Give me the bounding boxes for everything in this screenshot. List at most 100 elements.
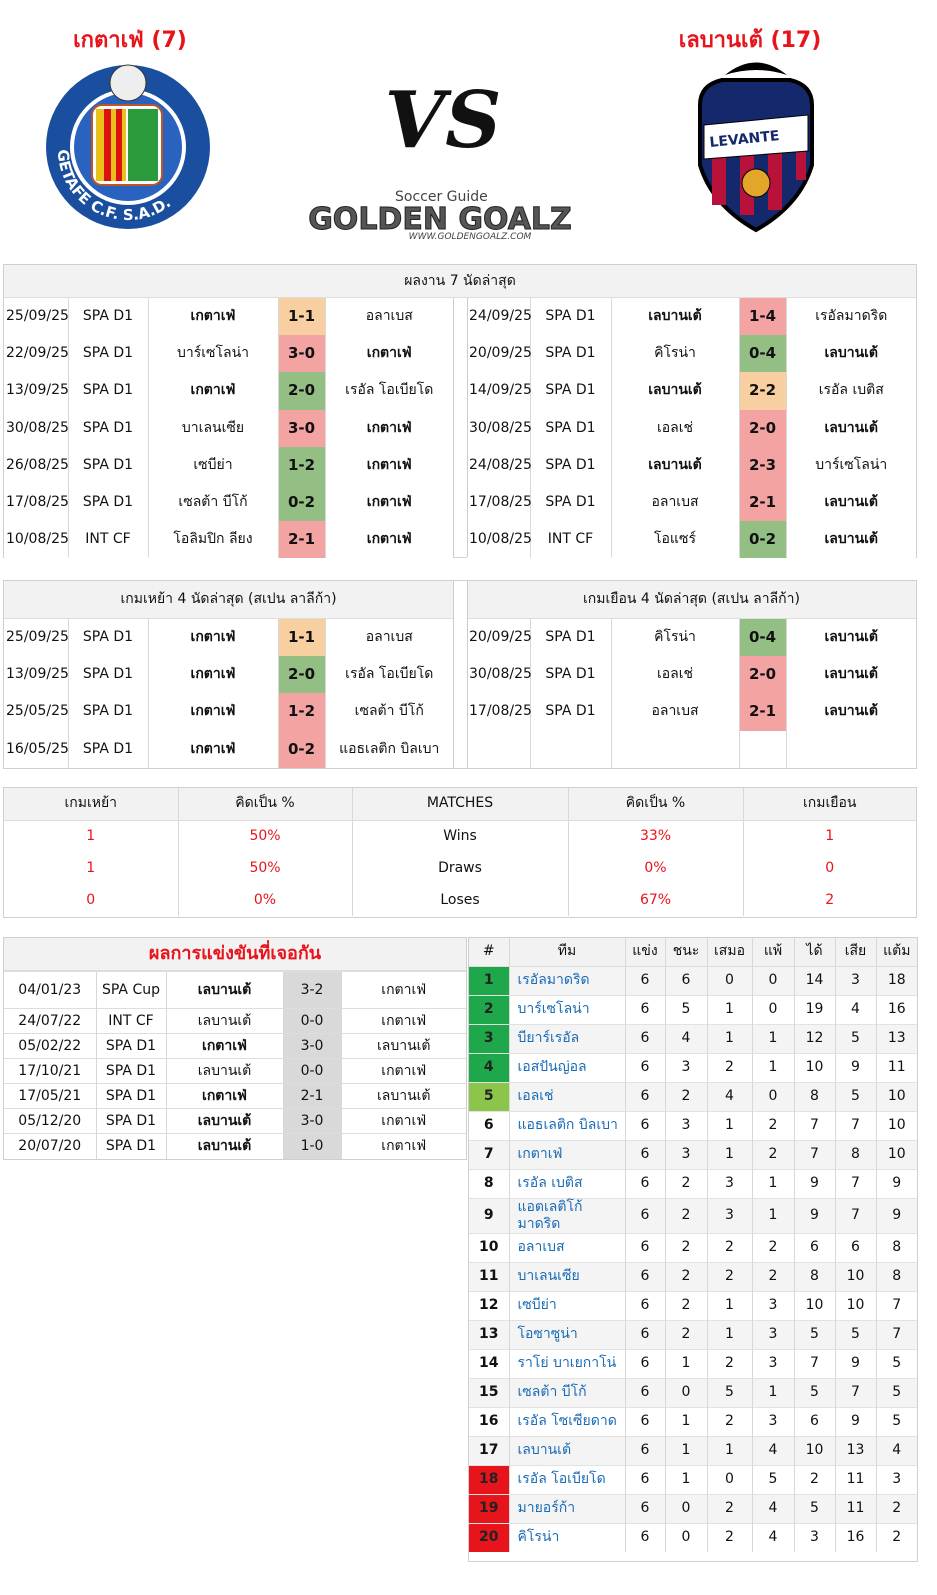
league: SPA D1 — [96, 1108, 167, 1134]
rank: 19 — [469, 1494, 510, 1523]
stat: 6 — [625, 1053, 666, 1082]
rank: 5 — [469, 1082, 510, 1111]
stat: 3 — [752, 1320, 795, 1349]
match-row: 24/08/25 SPA D1 เลบานเต้ 2-3 บาร์เซโลน่า — [467, 446, 916, 484]
score: 2-1 — [283, 1083, 342, 1109]
stat: 13 — [887, 1030, 906, 1046]
standings-row: 6 แอธเลติก บิลเบา 6 3 1 2 7 7 10 — [469, 1111, 917, 1140]
match-table: 24/09/25 SPA D1 เลบานเต้ 1-4 เรอัลมาดริด 20/0… — [467, 298, 916, 559]
league: SPA D1 — [530, 372, 612, 410]
match-row: 17/08/25 SPA D1 เซลต้า บีโก้ 0-2 เกตาเฟ่ — [4, 483, 453, 522]
standings-row: 18 เรอัล โอเบียโด 6 1 0 5 2 11 3 — [469, 1465, 917, 1494]
league: SPA D1 — [96, 1058, 167, 1084]
date: 30/08/25 — [4, 409, 69, 447]
stat: 8 — [892, 1268, 902, 1284]
home-team: เลบานเต้ — [166, 1058, 284, 1084]
recent-title: ผลงาน 7 นัดล่าสุด — [4, 265, 916, 298]
h2h-section: ผลการแข่งขันที่เจอกัน 04/01/23 SPA Cup เลบา… — [3, 937, 467, 1160]
league: SPA D1 — [530, 335, 612, 373]
date: 26/08/25 — [4, 446, 69, 484]
home-team: เกตาเฟ่ — [148, 730, 279, 768]
stat: 6 — [625, 1169, 666, 1198]
stat: 14 — [794, 966, 836, 995]
date: 17/10/21 — [4, 1058, 97, 1084]
stat: 6 — [625, 1378, 666, 1407]
stat: 5 — [794, 1378, 836, 1407]
league: SPA D1 — [96, 1033, 167, 1059]
team-name: บียาร์เรอัล — [509, 1024, 626, 1053]
stat: 1 — [707, 995, 753, 1024]
date: 17/08/25 — [467, 693, 532, 731]
team-name: บาร์เซโลน่า — [509, 995, 626, 1024]
venue-away-title: เกมเยือน 4 นัดล่าสุด (สเปน ลาลีก้า) — [467, 581, 916, 619]
stat: 1 — [707, 1140, 753, 1169]
rank: 14 — [469, 1349, 510, 1378]
stat: 18 — [887, 972, 906, 988]
stat: 6 — [625, 995, 666, 1024]
stat: 10 — [887, 1088, 906, 1104]
match-row: 24/09/25 SPA D1 เลบานเต้ 1-4 เรอัลมาดริด — [467, 298, 916, 336]
date: 05/12/20 — [4, 1108, 97, 1134]
league: SPA D1 — [530, 693, 612, 731]
tbody: # ทีม แข่ง ชนะ เสมอ แพ้ ได้ เสีย แต้ม 1 เรอัลมาดริ… — [469, 938, 917, 1552]
stat: 10 — [835, 1291, 877, 1320]
league: SPA D1 — [68, 372, 149, 410]
score: 0-4 — [739, 619, 787, 657]
stat: 2 — [707, 1523, 753, 1552]
rank: 15 — [469, 1378, 510, 1407]
home-team: อลาเบส — [611, 693, 740, 731]
stat: 6 — [625, 1198, 666, 1233]
summary-cell: Draws — [352, 852, 569, 884]
standings-row: 14 ราโย่ บาเยกาโน่ 6 1 2 3 7 9 5 — [469, 1349, 917, 1378]
match-row: 25/05/25 SPA D1 เกตาเฟ่ 1-2 เซลต้า บีโก้ — [4, 693, 453, 731]
summary-header-cell: เกมเยือน — [743, 788, 916, 821]
stat: 7 — [835, 1111, 877, 1140]
away-team: อลาเบส — [365, 629, 413, 646]
stat: 9 — [835, 1053, 877, 1082]
league: SPA D1 — [530, 409, 612, 447]
away-team: เลบานเต้ — [824, 703, 879, 720]
score: 0-0 — [283, 1058, 342, 1084]
stat: 2 — [707, 1053, 753, 1082]
league: SPA D1 — [96, 1133, 167, 1159]
summary-header-cell: MATCHES — [352, 788, 569, 821]
date: 20/09/25 — [467, 619, 532, 657]
stat: 4 — [665, 1024, 708, 1053]
away-team: เรอัล โอเบียโด — [345, 382, 434, 399]
league: SPA D1 — [530, 483, 612, 522]
match-row: 13/09/25 SPA D1 เกตาเฟ่ 2-0 เรอัล โอเบียโด — [4, 372, 453, 410]
stat: 6 — [625, 1111, 666, 1140]
stat: 2 — [707, 1233, 753, 1262]
home-team: โอลิมปิก ลียง — [148, 521, 279, 559]
team-name: เลบานเต้ — [509, 1436, 626, 1465]
standings-header-cell: เสมอ — [707, 938, 753, 967]
away-team: เกตาเฟ่ — [381, 1012, 427, 1029]
away-team: เลบานเต้ — [824, 345, 879, 362]
home-team: เกตาเฟ่ — [148, 298, 279, 336]
score: 3-0 — [278, 409, 326, 447]
score: 1-2 — [278, 446, 326, 484]
standings-row: 5 เอลเช่ 6 2 4 0 8 5 10 — [469, 1082, 917, 1111]
stat: 0 — [665, 1523, 708, 1552]
stat: 2 — [707, 1262, 753, 1291]
stat: 0 — [707, 1465, 753, 1494]
away-team-title: เลบานเต้ (17) — [660, 22, 840, 57]
stat: 2 — [794, 1465, 836, 1494]
team-name: แอตเลติโก้ มาดริด — [509, 1198, 626, 1233]
stat: 6 — [625, 1320, 666, 1349]
home-team: เลบานเต้ — [166, 1108, 284, 1134]
rank: 20 — [469, 1523, 510, 1552]
standings-table: # ทีม แข่ง ชนะ เสมอ แพ้ ได้ เสีย แต้ม 1 เรอัลมาดริ… — [469, 938, 917, 1552]
stat: 5 — [794, 1320, 836, 1349]
rank: 6 — [469, 1111, 510, 1140]
stat: 1 — [707, 1111, 753, 1140]
stat: 3 — [665, 1053, 708, 1082]
summary-row: 0 0% Loses 67% 2 — [4, 884, 916, 916]
empty-cell — [467, 730, 531, 768]
stat: 6 — [625, 1291, 666, 1320]
standings-section: # ทีม แข่ง ชนะ เสมอ แพ้ ได้ เสีย แต้ม 1 เรอัลมาดริ… — [468, 937, 918, 1562]
league: SPA D1 — [530, 298, 612, 336]
stat: 9 — [892, 1175, 902, 1191]
stat: 3 — [752, 1407, 795, 1436]
league: SPA D1 — [68, 619, 149, 657]
